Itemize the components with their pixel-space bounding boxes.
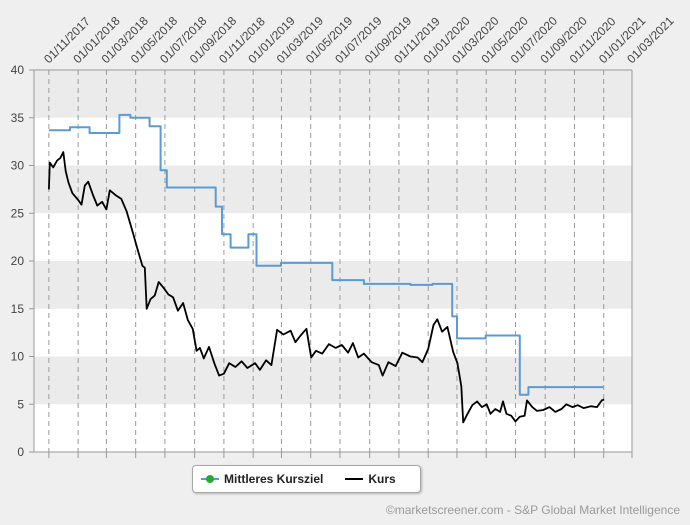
target-line-swatch-icon (201, 474, 219, 484)
y-tick-label: 15 (11, 302, 25, 316)
y-tick-label: 20 (11, 254, 25, 268)
y-tick-label: 30 (11, 159, 25, 173)
y-tick-label: 25 (11, 206, 25, 220)
legend-target-label: Mittleres Kursziel (224, 472, 323, 486)
grid-band (34, 70, 632, 118)
price-line-swatch-icon (345, 474, 363, 484)
y-tick-label: 0 (17, 445, 24, 459)
y-tick-label: 5 (17, 397, 24, 411)
grid-band (34, 357, 632, 405)
legend-item-price[interactable]: Kurs (345, 472, 395, 486)
legend-price-label: Kurs (368, 472, 395, 486)
source-credit: ©marketscreener.com - S&P Global Market … (386, 503, 680, 517)
legend-item-target[interactable]: Mittleres Kursziel (201, 472, 323, 486)
y-tick-label: 10 (11, 350, 25, 364)
y-tick-label: 40 (11, 63, 25, 77)
legend: Mittleres Kursziel Kurs (192, 465, 421, 493)
y-tick-label: 35 (11, 111, 25, 125)
